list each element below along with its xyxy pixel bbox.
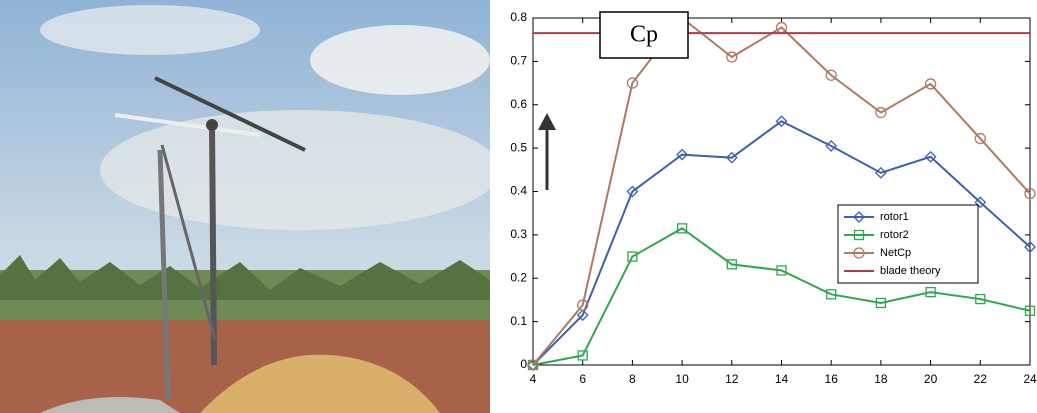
x-tick-label: 16 — [825, 372, 839, 386]
legend-label: rotor2 — [880, 229, 909, 241]
legend-marker — [853, 247, 865, 259]
x-tick-label: 24 — [1023, 372, 1037, 386]
data-point — [925, 286, 936, 298]
data-point — [874, 166, 887, 179]
legend-label: NetCp — [880, 247, 911, 259]
annotation: Cp — [630, 22, 658, 48]
sand-mound — [200, 354, 440, 413]
x-tick-label: 14 — [775, 372, 789, 386]
data-point — [775, 115, 788, 128]
y-tick-label: 0.7 — [510, 54, 527, 68]
cloud — [310, 25, 490, 95]
data-point — [626, 185, 639, 198]
data-point — [626, 77, 639, 89]
data-point — [875, 106, 887, 119]
legend-marker — [853, 229, 865, 241]
y-tick-label: 0.8 — [510, 10, 527, 24]
data-point — [726, 51, 738, 63]
turbine-photo — [0, 0, 490, 413]
data-point — [577, 350, 588, 361]
data-point — [826, 289, 837, 300]
cloud — [40, 5, 260, 55]
annotation-box — [599, 11, 689, 59]
tree-line — [0, 255, 490, 300]
hub — [206, 119, 218, 131]
cloud — [100, 110, 490, 230]
data-point — [627, 251, 638, 262]
x-tick-label: 10 — [675, 372, 689, 386]
pole — [157, 149, 171, 401]
legend-label: rotor1 — [880, 211, 909, 223]
x-tick-label: 18 — [874, 372, 888, 386]
series-line — [532, 16, 1031, 366]
data-point — [875, 297, 887, 309]
x-tick-label: 20 — [924, 372, 938, 386]
chart: 0 0.1 0.2 0.3 0.4 0.5 0.6 0.7 0.8 4 6 8 10 12 14 16 18 20… — [510, 10, 1037, 386]
data-point — [726, 259, 737, 270]
gravel — [40, 396, 180, 413]
legend-label: blade theory — [880, 265, 941, 277]
tower — [209, 124, 217, 366]
series-line — [532, 120, 1031, 366]
series-line — [532, 227, 1031, 366]
x-tick-label: 4 — [530, 372, 537, 386]
data-point — [527, 359, 539, 371]
y-tick-label: 0.1 — [510, 314, 527, 328]
data-point — [924, 150, 937, 163]
blade — [114, 113, 261, 137]
data-point — [1024, 305, 1036, 316]
data-point — [924, 78, 937, 90]
y-tick-label: 0.5 — [510, 140, 527, 154]
guy-wire — [160, 144, 217, 341]
y-tick-label: 0 — [520, 357, 527, 371]
data-point — [825, 140, 838, 152]
y-tick-label: 0.3 — [510, 227, 527, 241]
legend-marker — [853, 211, 865, 223]
y-tick-label: 0.2 — [510, 270, 527, 284]
y-tick-label: 0.4 — [510, 184, 527, 198]
data-point — [676, 148, 689, 161]
x-tick-label: 22 — [974, 372, 988, 386]
y-tick-label: 0.6 — [510, 97, 527, 111]
data-point — [825, 69, 837, 81]
data-point — [1024, 241, 1036, 253]
data-point — [577, 299, 589, 311]
data-point — [576, 309, 589, 322]
data-point — [1024, 188, 1036, 200]
x-tick-label: 12 — [725, 372, 739, 386]
data-point — [725, 151, 738, 164]
data-point — [974, 196, 987, 209]
x-tick-label: 6 — [579, 372, 586, 386]
data-point — [776, 265, 787, 276]
data-point — [975, 293, 986, 305]
data-point — [676, 223, 688, 234]
arrow-head — [538, 113, 556, 130]
blade — [154, 76, 306, 152]
data-point — [974, 132, 986, 145]
x-tick-label: 8 — [629, 372, 636, 386]
